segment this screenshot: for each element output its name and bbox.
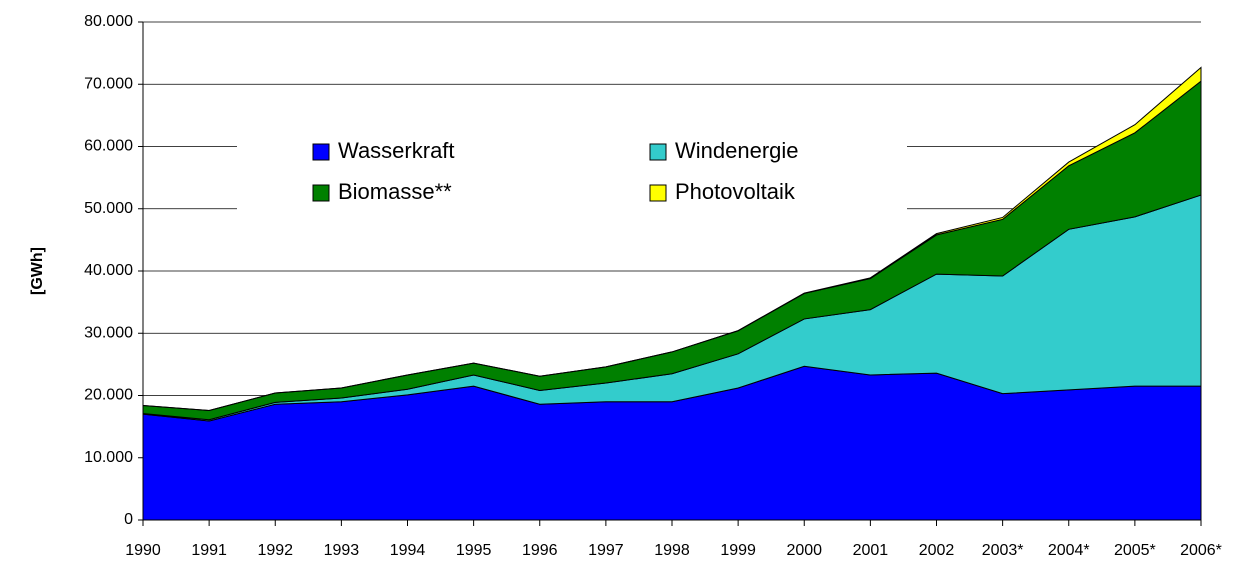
y-tick-label: 10.000 xyxy=(84,449,133,466)
area xyxy=(142,66,1202,411)
x-tick-label: 1990 xyxy=(125,542,161,559)
y-tick-label: 50.000 xyxy=(84,200,133,217)
y-axis-label: [GWh] xyxy=(29,247,46,295)
x-tick-label: 2005* xyxy=(1114,542,1156,559)
legend-swatch xyxy=(312,184,330,202)
y-tick-label: 60.000 xyxy=(84,138,133,155)
legend-label: Photovoltaik xyxy=(675,179,796,204)
x-tick-label: 2002 xyxy=(919,542,955,559)
y-tick-label: 40.000 xyxy=(84,262,133,279)
legend-swatch xyxy=(649,143,667,161)
x-tick-label: 2003* xyxy=(982,542,1024,559)
legend-swatch xyxy=(312,143,330,161)
x-tick-label: 1995 xyxy=(456,542,492,559)
x-tick-label: 2000 xyxy=(786,542,822,559)
y-tick-label: 20.000 xyxy=(84,387,133,404)
y-tick-label: 0 xyxy=(124,511,133,528)
legend-label: Biomasse** xyxy=(338,179,452,204)
x-tick-label: 1997 xyxy=(588,542,624,559)
y-tick-label: 30.000 xyxy=(84,324,133,341)
legend-swatch xyxy=(649,184,667,202)
x-tick-label: 2001 xyxy=(853,542,889,559)
x-tick-label: 1992 xyxy=(257,542,293,559)
y-tick-label: 80.000 xyxy=(84,13,133,30)
x-tick-label: 1998 xyxy=(654,542,690,559)
x-tick-label: 1996 xyxy=(522,542,558,559)
x-tick-label: 1999 xyxy=(720,542,756,559)
x-tick-label: 2006* xyxy=(1180,542,1222,559)
x-tick-label: 1991 xyxy=(191,542,227,559)
x-tick-label: 2004* xyxy=(1048,542,1090,559)
legend-label: Wasserkraft xyxy=(338,138,455,163)
x-tick-label: 1993 xyxy=(324,542,360,559)
x-tick-label: 1994 xyxy=(390,542,426,559)
y-tick-label: 70.000 xyxy=(84,75,133,92)
legend-label: Windenergie xyxy=(675,138,799,163)
legend-box xyxy=(237,125,907,210)
